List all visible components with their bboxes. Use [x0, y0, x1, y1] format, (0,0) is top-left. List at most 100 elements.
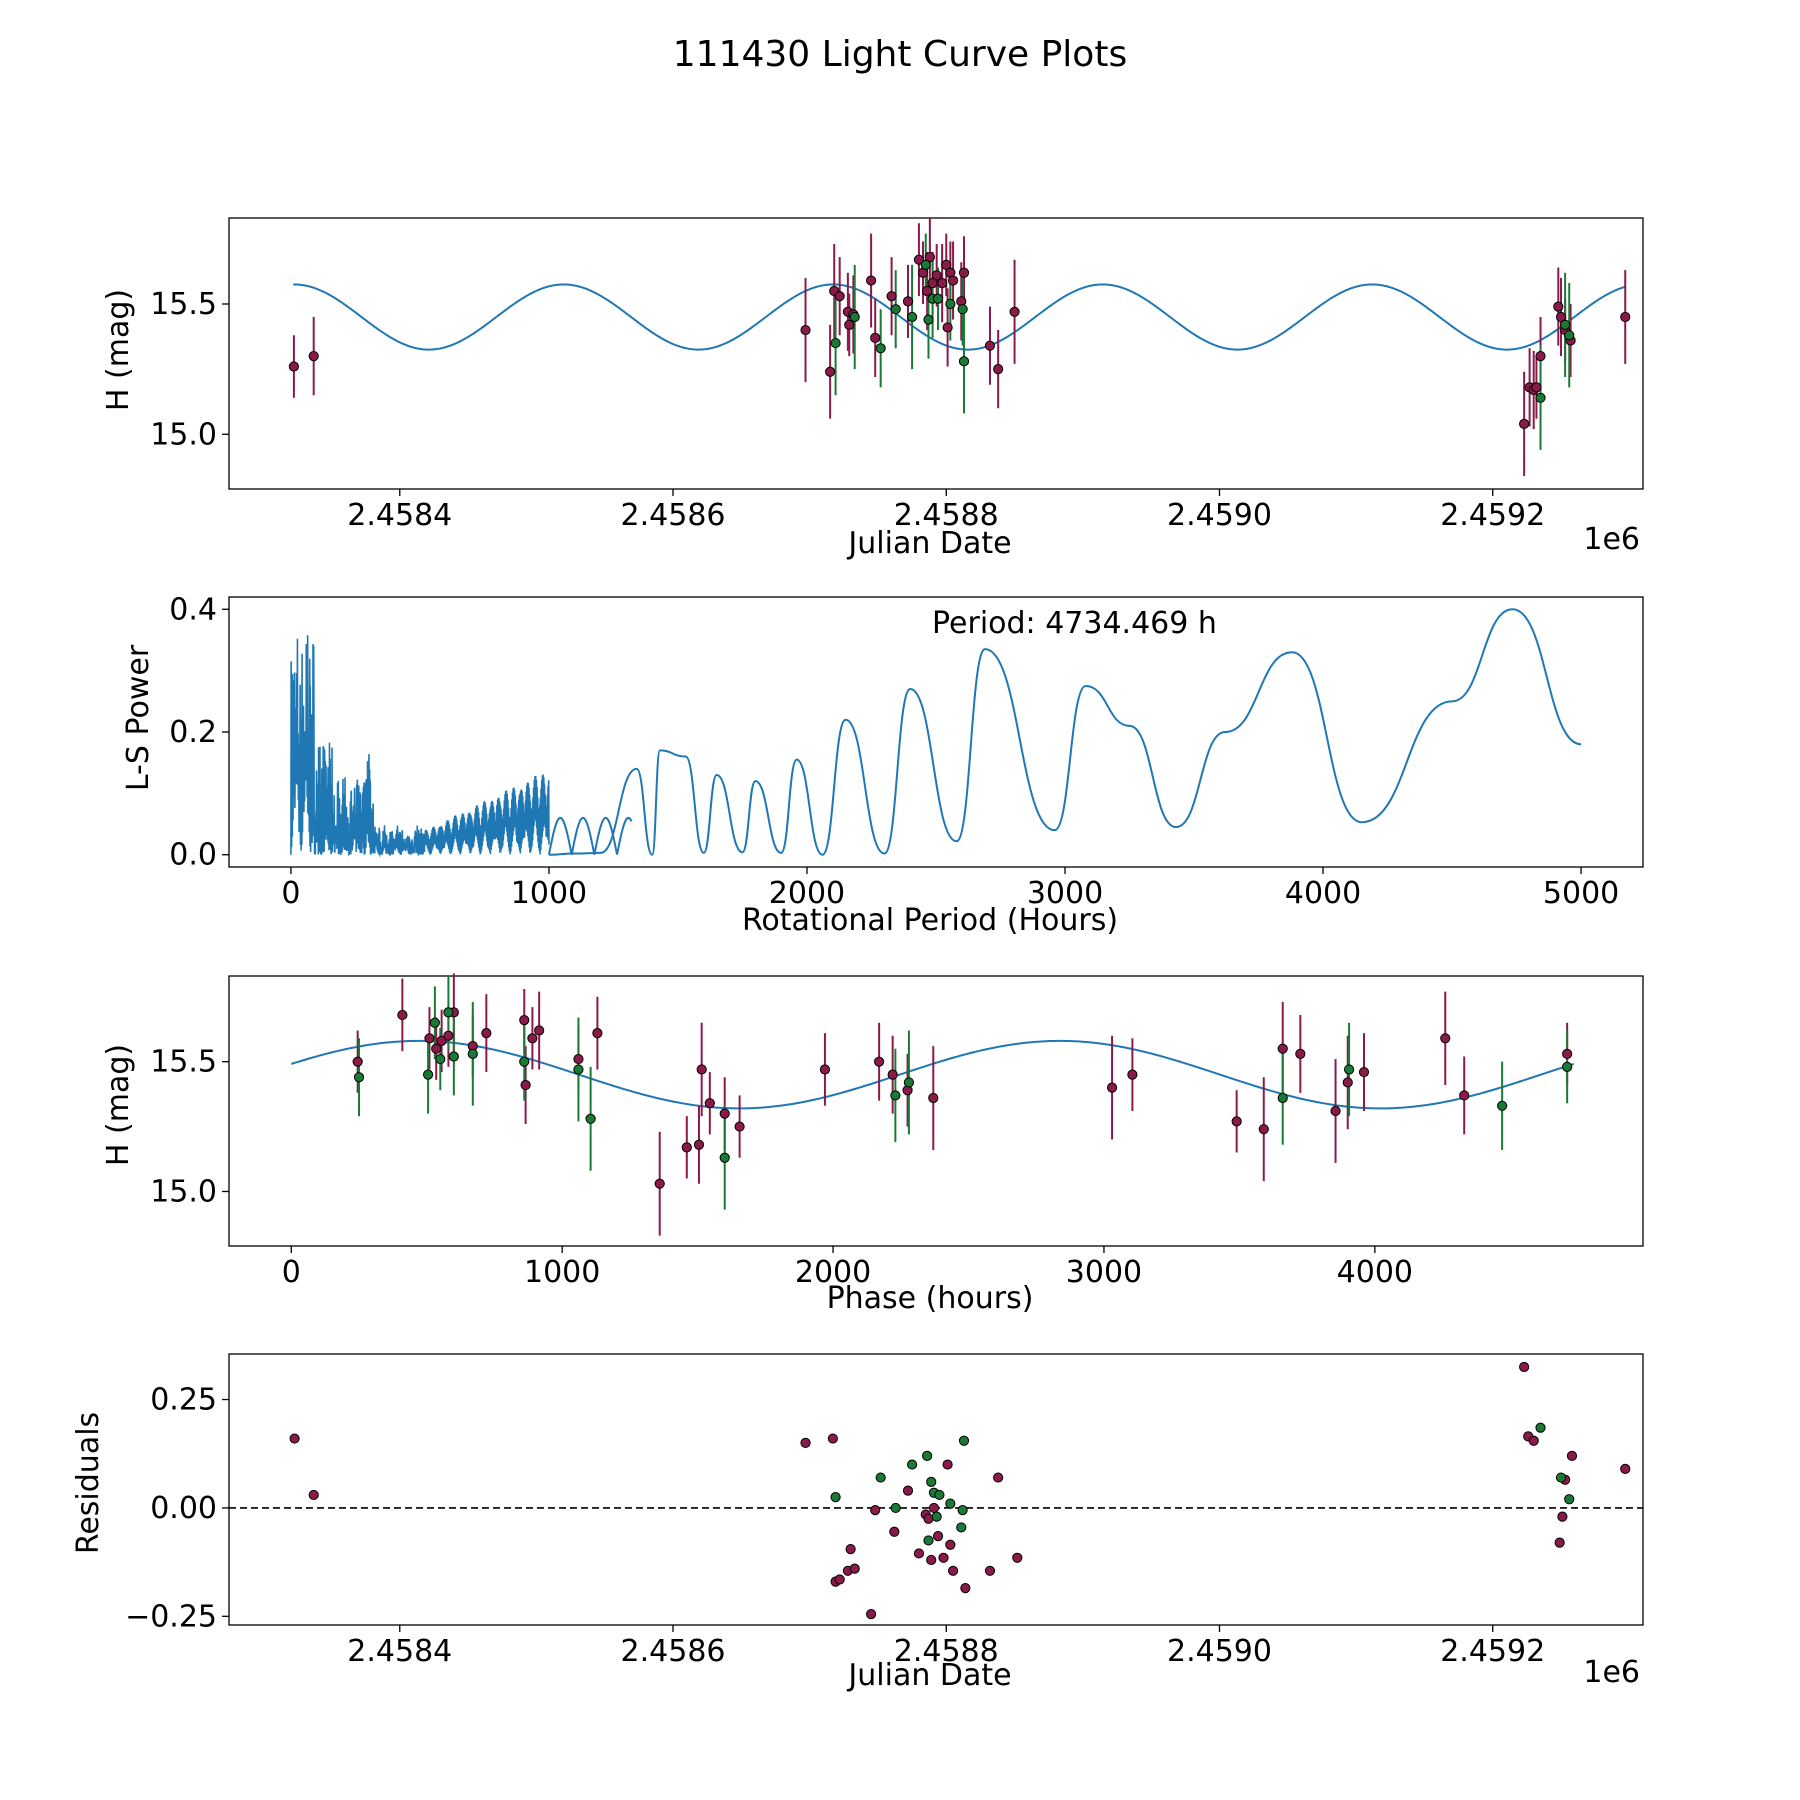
g-data-point: [932, 293, 944, 304]
r-data-point: [1620, 1463, 1631, 1475]
g-data-point: [890, 1090, 901, 1101]
g-data-point: [830, 337, 841, 349]
x-tick-label: 2.4586: [621, 498, 726, 533]
r-data-point: [928, 1502, 940, 1514]
r-data-point: [849, 1563, 860, 1574]
r-data-point: [397, 1009, 408, 1021]
g-data-point: [957, 304, 968, 315]
x-tick-label: 4000: [1337, 1255, 1413, 1290]
g-data-point: [1277, 1092, 1288, 1104]
r-data-point: [887, 1069, 898, 1080]
x-tick-label: 3000: [1027, 876, 1103, 911]
phase-folded-points: [352, 973, 1573, 1236]
r-data-point: [932, 1531, 944, 1542]
g-data-point: [467, 1048, 478, 1059]
x-tick-label: 2.4590: [1167, 498, 1272, 533]
y-tick-label: 15.0: [150, 1174, 217, 1209]
r-data-point: [827, 1433, 838, 1444]
r-data-point: [573, 1053, 584, 1065]
r-data-point: [1554, 1537, 1565, 1548]
r-data-point: [845, 1544, 856, 1555]
g-data-point: [958, 1435, 970, 1446]
r-data-point: [1557, 1511, 1568, 1522]
r-data-point: [1562, 1048, 1573, 1059]
g-data-point: [931, 1511, 942, 1522]
g-data-point: [573, 1064, 584, 1075]
g-data-point: [890, 1502, 901, 1514]
phase-folded-ylabel: H (mag): [101, 1044, 136, 1166]
g-data-point: [958, 356, 970, 367]
g-data-point: [1535, 1422, 1546, 1433]
r-data-point: [937, 278, 948, 289]
panel-phase-folded: H (mag) Phase (hours): [101, 1044, 1033, 1316]
x-tick-label: 2.4592: [1440, 1634, 1545, 1669]
g-data-point: [519, 1056, 530, 1067]
figure-title: 111430 Light Curve Plots: [673, 34, 1127, 75]
x-tick-label: 2.4586: [621, 1634, 726, 1669]
x-tick-label: 2.4588: [894, 498, 999, 533]
g-data-point: [435, 1053, 446, 1065]
g-data-point: [353, 1072, 365, 1083]
r-data-point: [800, 1437, 811, 1448]
light-curve-frame: [228, 217, 1644, 490]
r-data-point: [1566, 1450, 1578, 1461]
light-curve-xlabel: Julian Date: [846, 526, 1011, 561]
y-tick-label: 15.0: [150, 417, 217, 452]
g-data-point: [1343, 1064, 1355, 1075]
r-data-point: [443, 1030, 454, 1041]
r-data-point: [1258, 1124, 1269, 1135]
g-data-point: [890, 304, 901, 315]
y-tick-label: 0.2: [169, 715, 217, 750]
periodogram-mid-oscillations: [547, 816, 633, 855]
r-data-point: [654, 1178, 665, 1189]
light-curve-x-offset: 1e6: [1583, 522, 1640, 557]
r-data-point: [1127, 1069, 1138, 1080]
g-data-point: [830, 1491, 841, 1503]
r-data-point: [947, 1565, 959, 1576]
r-data-point: [984, 1565, 996, 1576]
r-data-point: [913, 1548, 925, 1559]
r-data-point: [942, 322, 953, 333]
r-data-point: [696, 1064, 707, 1075]
r-data-point: [1531, 382, 1542, 393]
x-tick-label: 2000: [769, 876, 845, 911]
g-data-point: [1564, 330, 1575, 341]
period-annotation: Period: 4734.469 h: [932, 606, 1217, 641]
g-data-point: [1564, 1494, 1575, 1505]
x-tick-label: 1000: [524, 1255, 600, 1290]
periodogram-ylabel: L-S Power: [121, 644, 156, 791]
periodogram-axes: 0 1000 2000 3000 4000 5000 0.0 0.2 0.4: [169, 592, 1644, 911]
g-data-point: [1497, 1100, 1508, 1111]
r-data-point: [520, 1079, 531, 1091]
x-tick-label: 4000: [1285, 876, 1361, 911]
x-tick-label: 2000: [795, 1255, 871, 1290]
r-data-point: [1231, 1116, 1242, 1127]
residuals-axes: 2.4584 2.4586 2.4588 2.4590 2.4592 −0.25 0.00 0…: [125, 1353, 1644, 1669]
g-data-point: [906, 1459, 918, 1470]
x-tick-label: 2.4588: [894, 1634, 999, 1669]
g-data-point: [945, 1498, 956, 1509]
light-curve-points: [288, 218, 1631, 476]
panel-periodogram: L-S Power Rotational Period (Hours) Peri…: [121, 606, 1217, 938]
g-data-point: [920, 259, 931, 271]
r-data-point: [527, 1033, 538, 1044]
light-curve-model-line: [293, 283, 1626, 351]
y-tick-label: 0.0: [169, 838, 217, 873]
r-data-point: [352, 1056, 363, 1067]
x-tick-label: 2.4592: [1440, 498, 1545, 533]
r-data-point: [1012, 1552, 1023, 1563]
r-data-point: [1009, 306, 1020, 317]
r-data-point: [834, 291, 845, 302]
r-data-point: [913, 254, 925, 265]
r-data-point: [1620, 311, 1631, 323]
r-data-point: [288, 361, 299, 372]
residuals-ylabel: Residuals: [71, 1412, 106, 1554]
r-data-point: [1106, 1082, 1118, 1093]
x-tick-label: 0: [281, 876, 300, 911]
r-data-point: [1440, 1033, 1451, 1044]
g-data-point: [922, 1450, 933, 1461]
g-data-point: [934, 1489, 945, 1501]
r-data-point: [308, 351, 319, 362]
x-tick-label: 2.4590: [1167, 1634, 1272, 1669]
r-data-point: [1519, 1361, 1530, 1373]
